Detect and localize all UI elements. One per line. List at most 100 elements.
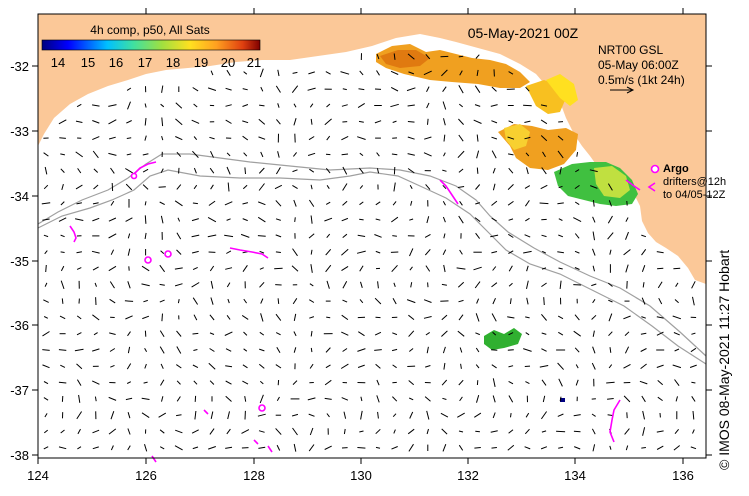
current-vector [242,364,248,369]
current-vector [392,120,397,123]
current-vector [309,283,314,287]
copyright-timestamp: © IMOS 08-May-2021 11:27 Hobart [716,249,732,470]
sst-patch-middle-yellow [504,124,530,150]
current-vector [458,299,464,303]
current-vector [326,185,330,189]
current-vector [424,136,432,140]
argo-track [229,247,269,259]
current-vector [291,413,299,417]
current-vector [607,398,614,400]
current-vector [176,151,182,157]
current-vector [672,364,682,369]
current-vector [341,265,349,272]
lat-label: -34 [10,189,29,204]
current-vector [92,150,99,159]
current-vector [260,313,264,322]
current-vector [426,428,429,435]
current-vector [507,136,515,140]
current-vector [475,54,480,59]
current-vector [43,152,49,157]
current-vector [443,118,446,126]
current-vector [491,282,498,288]
current-vector [160,379,165,386]
current-vector [508,332,514,336]
current-vector [457,412,465,418]
current-vector [209,348,215,352]
current-vector [210,297,214,305]
current-vector [441,379,448,386]
current-vector [375,446,381,449]
current-vector [641,265,646,272]
current-vector [491,120,498,124]
current-vector [543,297,545,306]
current-vector [309,316,315,319]
current-vector [209,332,215,335]
current-vector [126,87,132,91]
current-vector [125,168,133,174]
current-vector [573,217,582,223]
current-vector [573,330,581,337]
current-vector [293,331,297,337]
current-vector [525,316,530,319]
current-vector [225,365,233,368]
current-vector [160,215,164,224]
current-vector [625,445,629,451]
current-vector [226,218,231,221]
argo-track [69,225,77,243]
current-vector [210,70,214,76]
current-vector [442,249,447,256]
current-vector [176,380,181,385]
current-vector [474,447,481,449]
current-vector [160,168,164,174]
current-vector [391,153,398,156]
current-vector [442,201,446,206]
current-vector [558,378,563,387]
current-vector [43,184,49,190]
current-vector [392,364,397,369]
current-vector [360,281,363,288]
current-vector [492,167,496,174]
current-vector [608,364,613,369]
current-vector [673,267,681,270]
current-vector [325,264,332,273]
current-vector [458,103,464,108]
argo-legend: Argo drifters@12h to 04/05-12Z [647,163,726,201]
current-vector [441,69,448,77]
current-vector [442,397,447,400]
current-vector [592,248,596,256]
current-vector [673,332,680,336]
current-vector [658,297,663,305]
current-vector [541,234,547,238]
current-vector [475,364,480,369]
current-vector [542,151,546,158]
current-vector [274,184,283,190]
current-vector [127,101,131,110]
current-vector [558,185,563,189]
current-vector [607,232,614,240]
current-vector [227,182,230,192]
current-vector [641,447,646,449]
current-vector [144,103,147,108]
current-vector [574,201,580,206]
current-vector [176,184,182,190]
current-vector [307,87,316,91]
current-vector [541,332,547,335]
current-vector [241,429,250,434]
argo-legend-marker [650,164,660,174]
current-vector [357,447,366,449]
current-vector [161,117,164,127]
colorbar-tick: 19 [194,55,208,70]
current-vector [224,234,234,238]
current-vector [508,218,514,221]
current-vector [359,299,364,304]
current-vector [75,120,83,123]
current-vector [442,101,447,110]
current-vector [540,411,548,420]
current-vector [92,314,100,321]
current-vector [309,103,314,108]
current-vector [259,394,264,404]
current-vector [43,446,49,450]
current-vector [393,182,396,192]
current-vector [391,348,398,352]
current-vector [507,316,515,319]
